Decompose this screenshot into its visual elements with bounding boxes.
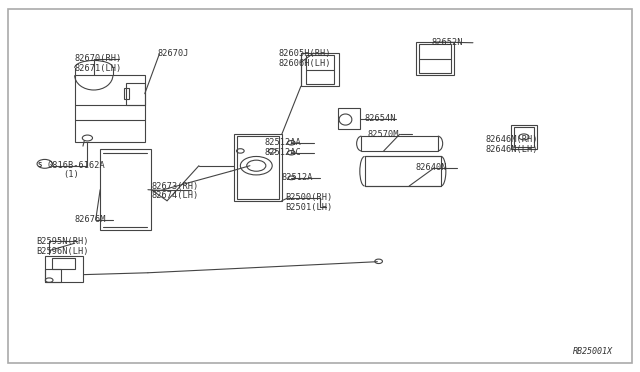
Text: B2501(LH): B2501(LH) (285, 203, 332, 212)
Bar (306, 55, 334, 84)
Bar (362, 136, 438, 151)
Bar (234, 134, 282, 201)
Bar (237, 136, 278, 199)
Text: 82646M(RH): 82646M(RH) (486, 135, 538, 144)
Text: 82671(LH): 82671(LH) (75, 64, 122, 73)
Text: 0816B-6162A: 0816B-6162A (47, 161, 105, 170)
Bar (338, 109, 360, 129)
Bar (514, 127, 534, 147)
Text: 82654N: 82654N (365, 114, 396, 123)
Text: 82676M: 82676M (75, 215, 106, 224)
Text: B2595N(RH): B2595N(RH) (36, 237, 89, 246)
Bar (365, 157, 441, 186)
Text: B2500(RH): B2500(RH) (285, 193, 332, 202)
Bar (415, 42, 454, 75)
Bar (511, 125, 537, 149)
Text: (1): (1) (63, 170, 79, 179)
Text: 82606H(LH): 82606H(LH) (278, 58, 331, 68)
Bar (124, 88, 129, 99)
Bar (45, 256, 83, 282)
Text: 82512AA: 82512AA (264, 138, 301, 147)
Bar (75, 75, 145, 142)
Bar (45, 269, 61, 282)
Text: 82674(LH): 82674(LH) (151, 191, 198, 200)
Text: 82640N: 82640N (415, 163, 447, 172)
Bar (419, 44, 451, 73)
Bar (301, 53, 339, 86)
Bar (52, 258, 75, 269)
Text: RB25001X: RB25001X (573, 347, 613, 356)
Text: S: S (38, 161, 42, 167)
Text: 82652N: 82652N (431, 38, 463, 47)
Text: 82570M: 82570M (368, 130, 399, 139)
Text: 82512AC: 82512AC (264, 148, 301, 157)
Text: 82673(RH): 82673(RH) (151, 182, 198, 190)
Text: 82670(RH): 82670(RH) (75, 54, 122, 63)
Text: 82670J: 82670J (157, 49, 189, 58)
Text: 82646N(LH): 82646N(LH) (486, 145, 538, 154)
Text: B2596N(LH): B2596N(LH) (36, 247, 89, 256)
Bar (100, 149, 151, 230)
Text: 82512A: 82512A (282, 173, 313, 182)
Text: 82605H(RH): 82605H(RH) (278, 49, 331, 58)
Bar (125, 83, 145, 105)
